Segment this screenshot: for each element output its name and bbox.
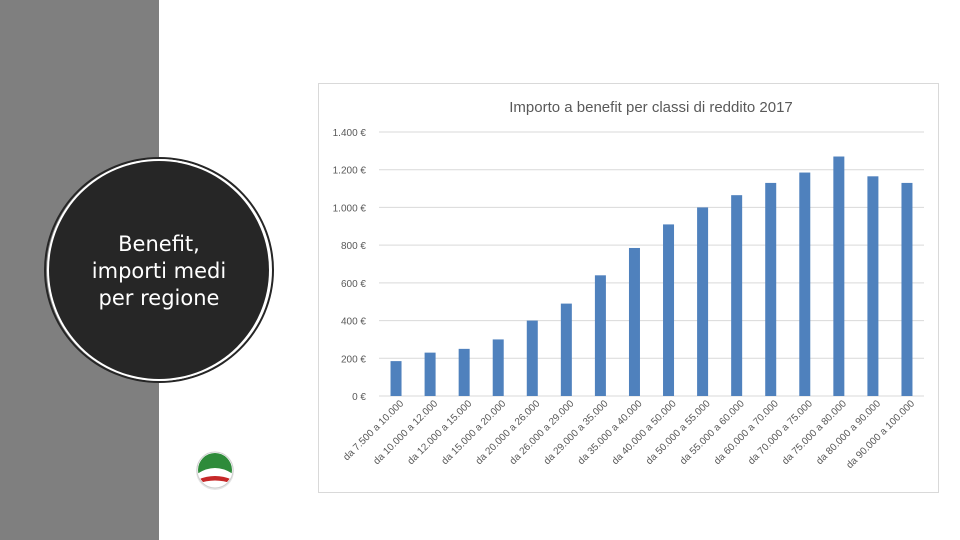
x-tick-label: da 26.000 a 29.000 bbox=[508, 398, 577, 467]
x-tick-label: da 70.000 a 75.000 bbox=[746, 398, 815, 467]
title-circle: Benefit, importi medi per regione bbox=[49, 161, 269, 379]
bar bbox=[663, 224, 675, 396]
y-tick-label: 200 € bbox=[341, 354, 366, 365]
bar bbox=[731, 195, 743, 396]
bar bbox=[697, 207, 709, 396]
y-tick-label: 0 € bbox=[352, 392, 366, 403]
y-tick-label: 600 € bbox=[341, 279, 366, 290]
x-tick-label: da 60.000 a 70.000 bbox=[712, 398, 781, 467]
bar bbox=[867, 176, 879, 396]
x-tick-label: da 80.000 a 90.000 bbox=[814, 398, 883, 467]
bar bbox=[560, 303, 572, 396]
title-circle-ring bbox=[44, 157, 274, 383]
slide-title-line-1: Benefit, bbox=[118, 231, 200, 256]
y-tick-label: 400 € bbox=[341, 317, 366, 328]
bar bbox=[628, 247, 640, 396]
y-tick-label: 1.400 € bbox=[333, 128, 367, 139]
x-tick-label: da 10.000 a 12.000 bbox=[371, 398, 440, 467]
x-tick-label: da 7.500 a 10.000 bbox=[341, 398, 406, 463]
x-tick-label: da 55.000 a 60.000 bbox=[678, 398, 747, 467]
bar bbox=[833, 156, 845, 396]
slide-title-line-3: per regione bbox=[98, 285, 220, 310]
benefit-bar-chart: Importo a benefit per classi di reddito … bbox=[333, 99, 924, 471]
x-tick-label: da 20.000 a 26.000 bbox=[474, 398, 543, 467]
bar bbox=[526, 320, 538, 396]
chart-title: Importo a benefit per classi di reddito … bbox=[509, 99, 793, 116]
slide-title: Benefit, importi medi per regione bbox=[74, 231, 244, 312]
bar bbox=[492, 339, 504, 396]
bar bbox=[594, 275, 606, 396]
bar bbox=[901, 182, 913, 396]
x-tick-label: da 40.000 a 50.000 bbox=[610, 398, 679, 467]
slide-title-line-2: importi medi bbox=[91, 258, 227, 283]
bar bbox=[765, 182, 777, 396]
x-tick-label: da 29.000 a 35.000 bbox=[542, 398, 611, 467]
chart-panel: Importo a benefit per classi di reddito … bbox=[318, 83, 939, 493]
bar bbox=[424, 352, 436, 396]
x-tick-label: da 35.000 a 40.000 bbox=[576, 398, 645, 467]
x-tick-label: da 15.000 a 20.000 bbox=[440, 398, 509, 467]
x-tick-label: da 75.000 a 80.000 bbox=[780, 398, 849, 467]
bar bbox=[390, 361, 402, 396]
y-tick-label: 1.000 € bbox=[333, 203, 367, 214]
y-tick-label: 1.200 € bbox=[333, 166, 367, 177]
x-tick-label: da 12.000 a 15.000 bbox=[406, 398, 475, 467]
x-tick-label: da 90.000 a 100.000 bbox=[844, 398, 917, 471]
tricolor-party-logo-icon bbox=[195, 450, 235, 492]
y-tick-label: 800 € bbox=[341, 241, 366, 252]
bar bbox=[458, 348, 470, 396]
x-tick-label: da 50.000 a 55.000 bbox=[644, 398, 713, 467]
bar bbox=[799, 172, 811, 396]
